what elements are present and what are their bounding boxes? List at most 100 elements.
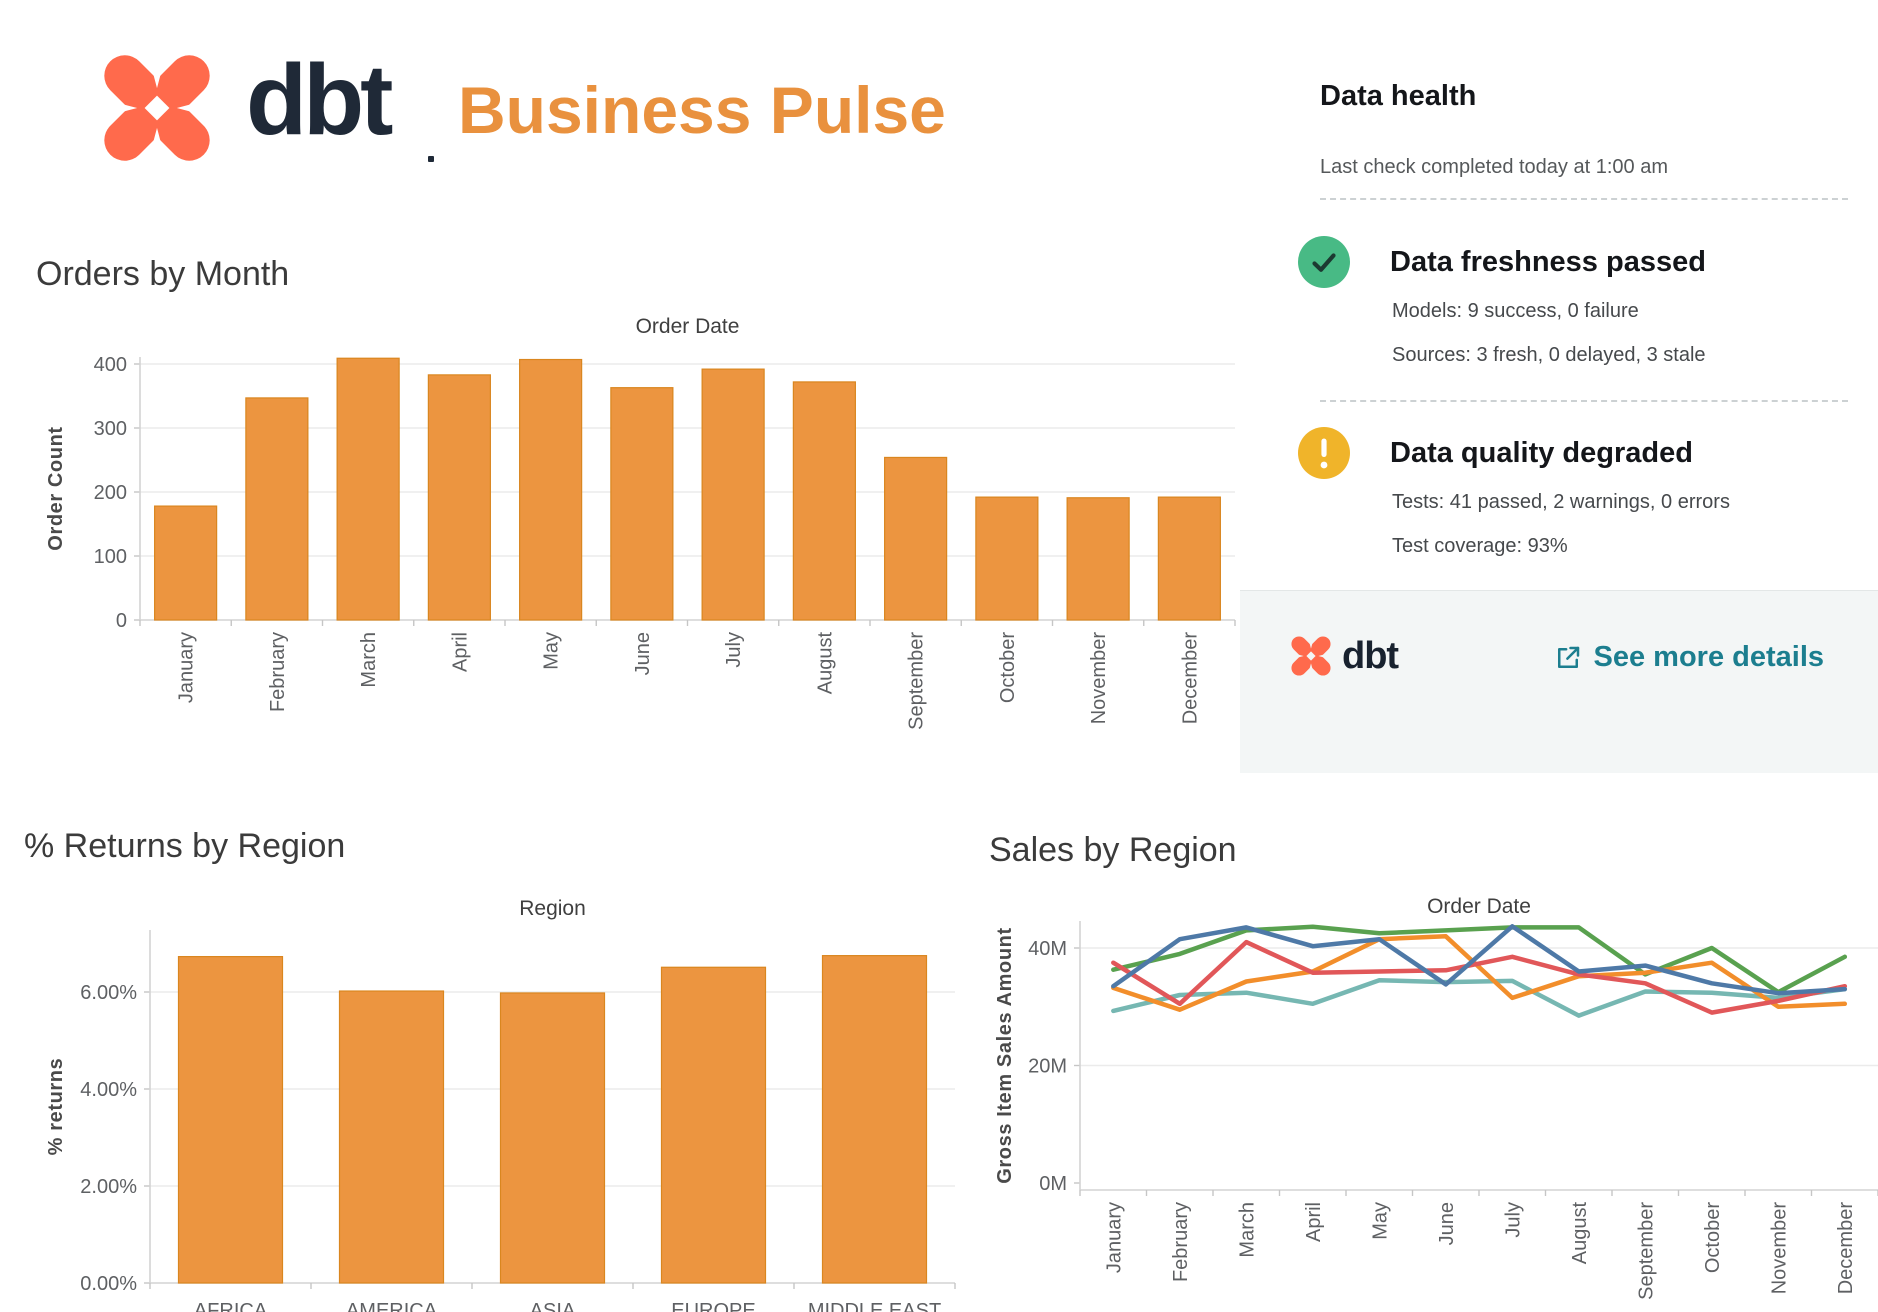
bar-mark[interactable]: [499, 992, 606, 1284]
external-link-icon: [1553, 643, 1583, 673]
x-tick-label: March: [1236, 1202, 1258, 1258]
bar-mark[interactable]: [519, 358, 583, 621]
bar-mark[interactable]: [1157, 496, 1221, 621]
x-tick-label: AFRICA: [194, 1300, 268, 1312]
x-tick-label: September: [906, 632, 928, 730]
y-tick-label: 400: [94, 354, 127, 376]
y-tick-label: 0M: [1039, 1173, 1067, 1195]
bar-mark[interactable]: [821, 955, 928, 1284]
dbt-trademark-dot: [428, 156, 434, 162]
x-axis-title: Order Date: [636, 315, 740, 338]
bar-mark[interactable]: [610, 387, 674, 621]
y-tick-label: 0.00%: [80, 1273, 137, 1295]
chart-title: Orders by Month: [36, 255, 289, 293]
bar-mark[interactable]: [660, 966, 767, 1284]
y-tick-label: 6.00%: [80, 982, 137, 1004]
page-title: Business Pulse: [458, 73, 946, 147]
x-axis-title: Order Date: [1427, 895, 1531, 918]
x-tick-label: February: [1170, 1202, 1192, 1282]
x-tick-label: September: [1635, 1202, 1657, 1300]
x-tick-label: June: [1436, 1202, 1458, 1245]
x-tick-label: ASIA: [530, 1300, 576, 1312]
line-mark-orange[interactable]: [1111, 934, 1848, 1012]
x-tick-label: July: [723, 632, 745, 668]
chart-title: Sales by Region: [989, 831, 1237, 869]
health-title: Data health: [1320, 80, 1477, 112]
quality-coverage: Test coverage: 93%: [1392, 535, 1568, 557]
warning-icon: [1298, 427, 1350, 479]
x-axis-title: Region: [519, 897, 586, 920]
y-tick-label: 4.00%: [80, 1079, 137, 1101]
divider: [1320, 198, 1848, 200]
chart-title: % Returns by Region: [24, 827, 345, 865]
x-tick-label: August: [814, 632, 836, 695]
freshness-title: Data freshness passed: [1390, 246, 1706, 278]
x-tick-label: March: [358, 632, 380, 688]
y-axis-title: % returns: [45, 1058, 67, 1156]
see-more-details-label: See more details: [1593, 641, 1825, 673]
x-tick-label: December: [1179, 632, 1201, 725]
line-mark-teal[interactable]: [1111, 978, 1848, 1018]
check-icon: [1298, 236, 1350, 288]
x-tick-label: November: [1768, 1202, 1790, 1295]
dbt-wordmark: dbt: [246, 44, 393, 156]
dbt-logo-icon: [90, 41, 224, 175]
y-axis-title: Gross Item Sales Amount: [994, 927, 1016, 1183]
x-tick-label: May: [1369, 1202, 1391, 1240]
quality-title: Data quality degraded: [1390, 437, 1693, 469]
x-tick-label: June: [632, 632, 654, 675]
bar-mark[interactable]: [154, 505, 218, 621]
bar-mark[interactable]: [1066, 497, 1130, 621]
y-tick-label: 300: [94, 418, 127, 440]
health-footer: dbt See more details: [1240, 590, 1878, 773]
x-tick-label: January: [1103, 1202, 1125, 1273]
bar-mark[interactable]: [336, 357, 400, 621]
dbt-wordmark-small: dbt: [1342, 635, 1399, 677]
health-last-check: Last check completed today at 1:00 am: [1320, 156, 1668, 178]
x-tick-label: August: [1569, 1202, 1591, 1265]
y-tick-label: 200: [94, 482, 127, 504]
line-mark-blue[interactable]: [1111, 924, 1848, 996]
x-tick-label: MIDDLE EAST: [808, 1300, 941, 1312]
bar-mark[interactable]: [701, 368, 765, 621]
see-more-details-link[interactable]: See more details: [1553, 641, 1825, 674]
bar-mark[interactable]: [884, 456, 948, 621]
y-axis-title: Order Count: [45, 426, 67, 550]
line-mark-green[interactable]: [1111, 924, 1848, 995]
y-tick-label: 100: [94, 546, 127, 568]
bar-mark[interactable]: [177, 955, 284, 1284]
divider: [1320, 400, 1848, 402]
x-tick-label: April: [449, 632, 471, 672]
data-health-panel: Data health Last check completed today a…: [1240, 20, 1878, 773]
x-tick-label: December: [1835, 1202, 1857, 1295]
y-tick-label: 20M: [1028, 1056, 1067, 1078]
y-tick-label: 2.00%: [80, 1176, 137, 1198]
dbt-footer-brand: dbt: [1288, 633, 1399, 679]
y-tick-label: 0: [116, 610, 127, 632]
x-tick-label: January: [176, 632, 198, 703]
x-tick-label: July: [1502, 1202, 1524, 1238]
x-tick-label: February: [267, 632, 289, 712]
sales-by-region-chart: Sales by Region Order Date Gross Item Sale…: [989, 831, 1878, 1300]
dbt-logo-icon-small: [1288, 633, 1334, 679]
x-tick-label: EUROPE: [671, 1300, 755, 1312]
line-mark-red[interactable]: [1111, 939, 1848, 1015]
y-tick-label: 40M: [1028, 938, 1067, 960]
bar-mark[interactable]: [975, 496, 1039, 621]
quality-tests: Tests: 41 passed, 2 warnings, 0 errors: [1392, 491, 1730, 513]
x-tick-label: AMERICA: [346, 1300, 438, 1312]
orders-by-month-chart: Orders by Month Order Date Order Count 0 100…: [36, 255, 1236, 730]
x-tick-label: October: [997, 632, 1019, 703]
bar-mark[interactable]: [427, 374, 491, 621]
bar-mark[interactable]: [792, 381, 856, 621]
bar-mark[interactable]: [338, 990, 445, 1284]
x-tick-label: May: [541, 632, 563, 670]
bar-mark[interactable]: [245, 397, 309, 621]
x-tick-label: November: [1088, 632, 1110, 725]
x-tick-label: October: [1702, 1202, 1724, 1273]
x-tick-label: April: [1303, 1202, 1325, 1242]
freshness-models: Models: 9 success, 0 failure: [1392, 300, 1639, 322]
returns-by-region-chart: % Returns by Region Region % returns 0.00% 2…: [24, 827, 956, 1312]
freshness-sources: Sources: 3 fresh, 0 delayed, 3 stale: [1392, 344, 1706, 366]
